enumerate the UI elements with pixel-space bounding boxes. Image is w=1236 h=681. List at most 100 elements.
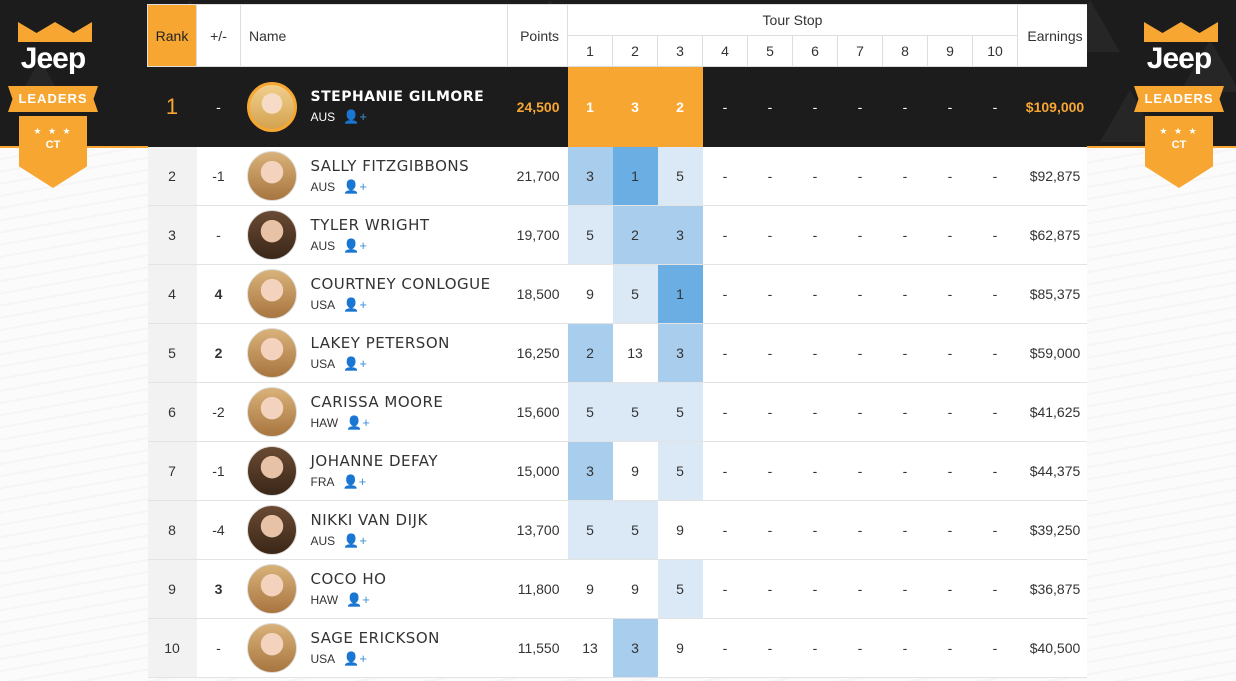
surfer-name[interactable]: CARISSA MOORE: [310, 393, 444, 411]
follow-icon[interactable]: 👤+: [343, 178, 367, 194]
follow-icon[interactable]: 👤+: [343, 108, 367, 124]
surfer-avatar[interactable]: [246, 564, 297, 614]
surfer-name[interactable]: TYLER WRIGHT: [310, 216, 430, 234]
surfer-avatar[interactable]: [246, 81, 297, 132]
follow-icon[interactable]: 👤+: [346, 415, 370, 430]
follow-icon[interactable]: 👤+: [342, 474, 367, 489]
tour-stop-9-header[interactable]: 9: [927, 35, 973, 67]
surfer-country: AUS: [310, 534, 336, 548]
follow-icon[interactable]: 👤+: [343, 297, 367, 312]
table-row[interactable]: 4 4 COURTNEY CONLOGUE USA 👤+ 18,500 9 5 1- - - - - - -…: [147, 264, 1087, 324]
tour-stop-5-header[interactable]: 5: [747, 35, 793, 67]
surfer-info: TYLER WRIGHT AUS 👤+: [241, 206, 508, 264]
surfer-avatar[interactable]: [246, 269, 297, 319]
rank-cell: 1: [147, 66, 197, 147]
stop-result-cell: -: [882, 264, 928, 324]
surfer-name[interactable]: STEPHANIE GILMORE: [310, 88, 485, 105]
points-header[interactable]: Points: [507, 4, 568, 67]
stop-result-cell: 5: [657, 559, 703, 619]
stop-result-cell: -: [747, 66, 793, 147]
table-row[interactable]: 9 3 COCO HO HAW 👤+ 11,800 9 9 5- - - - - - - $36,875: [147, 559, 1087, 619]
tour-stop-10-header[interactable]: 10: [972, 35, 1018, 67]
leaders-ribbon: LEADERS: [1134, 86, 1224, 112]
surfer-name[interactable]: LAKEY PETERSON: [310, 334, 450, 352]
surfer-name-cell[interactable]: COURTNEY CONLOGUE USA 👤+: [240, 264, 508, 324]
stop-result-cell: 5: [612, 264, 658, 324]
surfer-country-line: USA 👤+: [311, 651, 440, 667]
follow-icon[interactable]: 👤+: [343, 651, 367, 666]
surfer-avatar[interactable]: [246, 210, 297, 260]
points-cell: 11,800: [507, 559, 568, 619]
surfer-name-cell[interactable]: LAKEY PETERSON USA 👤+: [240, 323, 508, 383]
surfer-name-cell[interactable]: SAGE ERICKSON USA 👤+: [240, 618, 508, 678]
table-row[interactable]: 5 2 LAKEY PETERSON USA 👤+ 16,250 2 13 3- - - - - - - $5…: [147, 323, 1087, 383]
leader-row[interactable]: 1- STEPHANIE GILMORE AUS 👤+ 24,500 1 3 2- - - - - - -…: [147, 66, 1087, 147]
surfer-country-line: USA 👤+: [311, 297, 491, 313]
surfer-name[interactable]: NIKKI VAN DIJK: [310, 511, 428, 529]
surfer-name[interactable]: COCO HO: [310, 570, 387, 588]
rank-cell: 7: [147, 441, 197, 501]
tour-stop-2-header[interactable]: 2: [612, 35, 658, 67]
surfer-details: LAKEY PETERSON USA 👤+: [311, 334, 450, 372]
earnings-cell: $40,500: [1017, 618, 1087, 678]
surfer-name-cell[interactable]: JOHANNE DEFAY FRA 👤+: [240, 441, 508, 501]
table-row[interactable]: 3- TYLER WRIGHT AUS 👤+ 19,700 5 2 3- - - - - - - $62,8…: [147, 205, 1087, 265]
rank-cell: 10: [147, 618, 197, 678]
surfer-name-cell[interactable]: SALLY FITZGIBBONS AUS 👤+: [240, 146, 508, 206]
follow-icon[interactable]: 👤+: [343, 356, 367, 371]
surfer-name[interactable]: JOHANNE DEFAY: [310, 452, 438, 470]
tour-stop-7-header[interactable]: 7: [837, 35, 883, 67]
table-row[interactable]: 8 -4 NIKKI VAN DIJK AUS 👤+ 13,700 5 5 9- - - - - - - $3…: [147, 500, 1087, 560]
tour-stop-8-header[interactable]: 8: [882, 35, 928, 67]
tour-stop-4-header[interactable]: 4: [702, 35, 748, 67]
surfer-name[interactable]: SALLY FITZGIBBONS: [310, 156, 470, 175]
surfer-avatar[interactable]: [246, 150, 297, 201]
points-cell: 16,250: [507, 323, 568, 383]
change-cell: -1: [196, 146, 241, 206]
table-row[interactable]: 2 -1 SALLY FITZGIBBONS AUS 👤+ 21,700 3 1 5- - - - - -…: [147, 146, 1087, 206]
stop-result-cell: -: [702, 618, 748, 678]
stop-result-cell: -: [792, 559, 838, 619]
stop-result-cell: -: [702, 264, 748, 324]
stop-result-cell: 5: [567, 205, 613, 265]
follow-icon[interactable]: 👤+: [346, 592, 370, 607]
rank-header[interactable]: Rank: [147, 4, 197, 67]
name-header[interactable]: Name: [240, 4, 508, 67]
surfer-name[interactable]: COURTNEY CONLOGUE: [310, 275, 491, 293]
surfer-avatar[interactable]: [246, 623, 297, 673]
surfer-details: CARISSA MOORE HAW 👤+: [311, 393, 444, 431]
change-header[interactable]: +/-: [196, 4, 241, 67]
surfer-info: JOHANNE DEFAY FRA 👤+: [241, 442, 508, 500]
surfer-country-line: HAW 👤+: [311, 415, 444, 431]
surfer-name-cell[interactable]: CARISSA MOORE HAW 👤+: [240, 382, 508, 442]
table-row[interactable]: 7 -1 JOHANNE DEFAY FRA 👤+ 15,000 3 9 5- - - - - - - $44…: [147, 441, 1087, 501]
points-cell: 19,700: [507, 205, 568, 265]
earnings-cell: $41,625: [1017, 382, 1087, 442]
leaders-ribbon: LEADERS: [8, 86, 98, 112]
stop-result-cell: -: [792, 441, 838, 501]
follow-icon[interactable]: 👤+: [343, 238, 367, 253]
follow-icon[interactable]: 👤+: [343, 533, 367, 548]
tour-stop-6-header[interactable]: 6: [792, 35, 838, 67]
surfer-avatar[interactable]: [246, 505, 297, 555]
table-row[interactable]: 6 -2 CARISSA MOORE HAW 👤+ 15,600 5 5 5- - - - - - - $41…: [147, 382, 1087, 442]
surfer-avatar[interactable]: [246, 387, 297, 437]
surfer-avatar[interactable]: [246, 446, 297, 496]
stop-result-cell: -: [882, 205, 928, 265]
tour-stop-3-header[interactable]: 3: [657, 35, 703, 67]
surfer-name-cell[interactable]: STEPHANIE GILMORE AUS 👤+: [240, 66, 508, 147]
surfer-name-cell[interactable]: TYLER WRIGHT AUS 👤+: [240, 205, 508, 265]
stop-result-cell: 9: [567, 559, 613, 619]
surfer-name[interactable]: SAGE ERICKSON: [310, 629, 440, 647]
stop-result-cell: 9: [612, 559, 658, 619]
crown-icon: [18, 22, 92, 42]
earnings-cell: $109,000: [1017, 66, 1087, 147]
earnings-header[interactable]: Earnings: [1017, 4, 1087, 67]
tour-stop-1-header[interactable]: 1: [567, 35, 613, 67]
surfer-avatar[interactable]: [246, 328, 297, 378]
stop-result-cell: -: [747, 441, 793, 501]
table-row[interactable]: 10- SAGE ERICKSON USA 👤+ 11,550 13 3 9- - - - - - - $4…: [147, 618, 1087, 678]
surfer-name-cell[interactable]: COCO HO HAW 👤+: [240, 559, 508, 619]
rank-cell: 8: [147, 500, 197, 560]
surfer-name-cell[interactable]: NIKKI VAN DIJK AUS 👤+: [240, 500, 508, 560]
